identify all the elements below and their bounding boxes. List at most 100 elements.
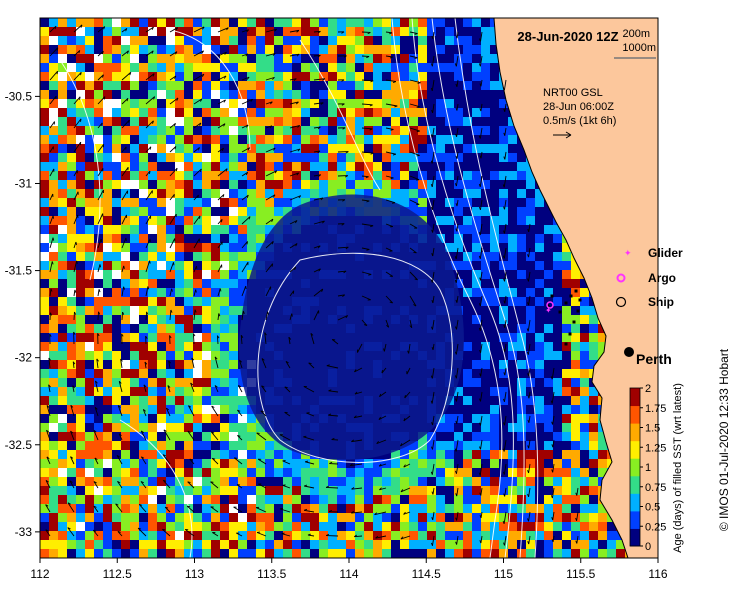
sst-pixel	[445, 144, 454, 153]
sst-pixel	[355, 171, 364, 180]
sst-pixel	[490, 540, 499, 549]
sst-pixel	[103, 333, 112, 342]
current-vector	[432, 103, 435, 113]
sst-pixel	[373, 99, 382, 108]
sst-pixel	[103, 504, 112, 513]
sst-pixel	[256, 486, 265, 495]
sst-pixel	[427, 18, 436, 27]
sst-pixel	[184, 162, 193, 171]
sst-pixel	[229, 171, 238, 180]
current-vector-head	[354, 369, 357, 373]
sst-pixel	[355, 18, 364, 27]
sst-pixel	[139, 90, 148, 99]
sst-pixel	[481, 387, 490, 396]
sst-pixel	[157, 531, 166, 540]
sst-pixel	[193, 117, 202, 126]
current-vector	[169, 51, 178, 57]
sst-pixel	[274, 72, 283, 81]
sst-pixel	[67, 369, 76, 378]
sst-pixel	[391, 522, 400, 531]
sst-pixel	[175, 72, 184, 81]
sst-pixel	[400, 477, 409, 486]
sst-pixel	[175, 189, 184, 198]
current-vector	[479, 127, 483, 139]
sst-pixel	[67, 306, 76, 315]
sst-pixel	[247, 54, 256, 63]
current-vector	[337, 270, 347, 273]
sst-pixel	[229, 306, 238, 315]
current-vector-head	[120, 358, 123, 362]
sst-pixel	[202, 333, 211, 342]
sst-pixel	[409, 198, 418, 207]
sst-pixel	[76, 369, 85, 378]
current-vector	[282, 484, 291, 489]
sst-pixel	[580, 423, 589, 432]
sst-pixel	[580, 378, 589, 387]
sst-pixel	[481, 522, 490, 531]
sst-pixel	[103, 252, 112, 261]
current-vector	[528, 463, 531, 474]
sst-pixel	[382, 513, 391, 522]
sst-pixel	[400, 513, 409, 522]
sst-pixel	[292, 504, 301, 513]
sst-pixel	[355, 468, 364, 477]
sst-pixel	[508, 324, 517, 333]
current-vector	[214, 356, 219, 369]
sst-pixel	[454, 450, 463, 459]
sst-pixel	[130, 234, 139, 243]
sst-pixel	[463, 396, 472, 405]
sst-pixel	[517, 522, 526, 531]
current-vector	[361, 151, 374, 154]
sst-pixel	[481, 459, 490, 468]
sst-pixel	[202, 288, 211, 297]
sst-pixel	[274, 207, 283, 216]
current-vector	[97, 144, 105, 153]
sst-pixel	[517, 432, 526, 441]
sst-pixel	[229, 144, 238, 153]
current-vector-head	[378, 463, 382, 467]
current-vector-head	[379, 487, 382, 491]
sst-pixel	[346, 117, 355, 126]
current-vector-head	[139, 503, 143, 506]
sst-pixel	[211, 216, 220, 225]
current-vector	[115, 503, 123, 513]
sst-pixel	[220, 54, 229, 63]
current-vector-head	[322, 78, 326, 81]
sst-pixel	[94, 351, 103, 360]
sst-pixel	[553, 405, 562, 414]
sst-pixel	[265, 468, 274, 477]
sst-pixel	[157, 360, 166, 369]
sst-pixel	[85, 540, 94, 549]
sst-pixel	[211, 486, 220, 495]
current-vector-head	[174, 146, 177, 150]
sst-pixel	[427, 81, 436, 90]
sst-pixel	[67, 126, 76, 135]
sst-pixel	[139, 36, 148, 45]
sst-pixel	[445, 36, 454, 45]
sst-pixel	[346, 153, 355, 162]
current-vector	[72, 361, 75, 369]
sst-pixel	[247, 171, 256, 180]
sst-pixel	[598, 468, 607, 477]
current-vector-head	[503, 278, 505, 282]
sst-pixel	[283, 504, 292, 513]
sst-pixel	[328, 549, 337, 558]
sst-pixel	[499, 144, 508, 153]
current-vector-head	[151, 26, 154, 30]
sst-pixel	[490, 153, 499, 162]
current-vector-head	[550, 400, 553, 404]
sst-pixel	[373, 18, 382, 27]
current-vector	[193, 238, 200, 249]
sst-pixel	[436, 225, 445, 234]
sst-pixel	[67, 27, 76, 36]
sst-pixel	[571, 378, 580, 387]
sst-pixel	[85, 423, 94, 432]
sst-pixel	[481, 432, 490, 441]
sst-pixel	[472, 441, 481, 450]
sst-pixel	[481, 279, 490, 288]
sst-pixel	[103, 432, 112, 441]
current-vector	[193, 147, 200, 153]
current-vector-head	[248, 216, 251, 220]
sst-pixel	[157, 72, 166, 81]
